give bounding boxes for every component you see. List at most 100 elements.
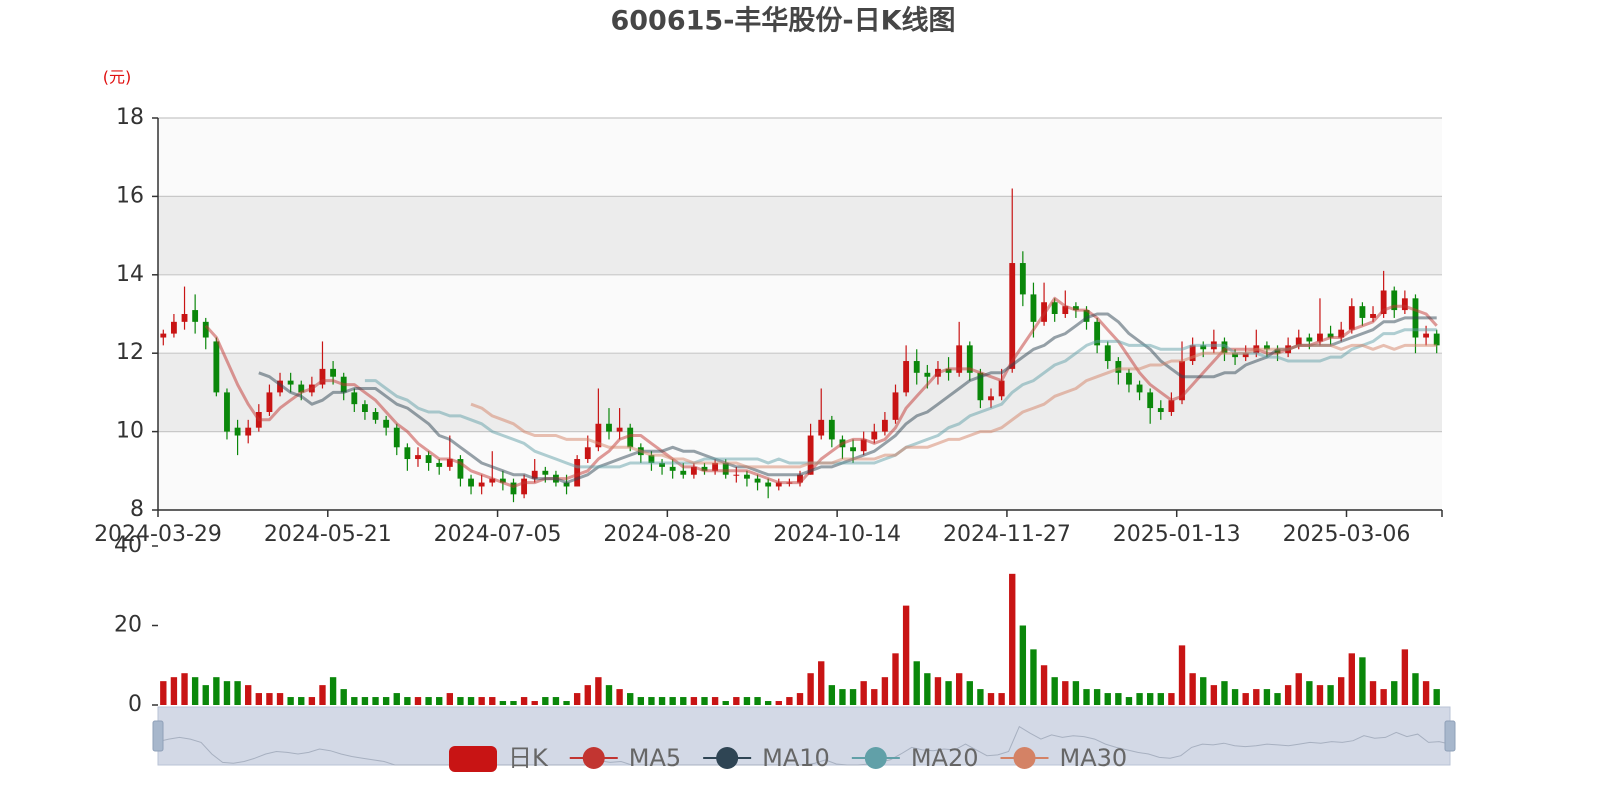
candle-body	[1147, 392, 1154, 409]
volume-bar	[828, 685, 836, 705]
y-tick-label: 40	[114, 533, 142, 558]
volume-bar	[902, 605, 910, 705]
candle-body	[245, 427, 252, 436]
candle-body	[966, 345, 973, 373]
volume-bar	[1093, 689, 1101, 705]
candle-body	[648, 455, 655, 463]
legend-icon	[716, 747, 739, 769]
volume-bar	[436, 697, 443, 705]
volume-bar	[1104, 693, 1111, 705]
candle-body	[945, 368, 952, 373]
candle-body	[903, 361, 910, 393]
candle-body	[606, 423, 612, 432]
ma-line	[470, 343, 1437, 469]
volume-bar	[245, 685, 252, 705]
candle-body	[850, 447, 856, 452]
candle-body	[457, 459, 464, 479]
zoom-handle	[152, 720, 164, 752]
candle-body	[733, 474, 740, 476]
volume-bar	[223, 681, 231, 705]
candle-body	[1189, 345, 1196, 362]
volume-bar	[1200, 677, 1207, 705]
candle-body	[1083, 310, 1090, 322]
candle-body	[372, 412, 379, 420]
volume-bar	[966, 681, 973, 705]
candle-body	[818, 419, 825, 436]
y-unit: (元)	[103, 68, 132, 87]
volume-bar	[329, 677, 337, 705]
candle-body	[531, 470, 538, 479]
y-tick-label: 10	[116, 419, 144, 444]
volume-bar	[807, 673, 814, 705]
candle-body	[1221, 341, 1228, 354]
volume-bar	[1125, 697, 1133, 705]
volume-bar	[796, 693, 804, 705]
legend-icon	[1013, 747, 1036, 769]
volume-bar	[584, 685, 591, 705]
volume-bar	[276, 693, 284, 705]
candle-body	[319, 368, 326, 385]
volume-bar	[924, 673, 931, 705]
volume-bar	[892, 653, 899, 705]
candle-body	[701, 466, 708, 471]
candle-body	[192, 310, 199, 322]
candle-body	[1157, 408, 1164, 412]
candle-body	[881, 419, 888, 432]
volume-bar	[818, 661, 825, 705]
volume-bar	[425, 697, 432, 705]
volume-bar	[446, 693, 454, 705]
candle-body	[775, 482, 782, 487]
volume-bar	[414, 697, 422, 705]
split-area	[158, 196, 1442, 275]
candle-body	[1242, 353, 1249, 358]
volume-bar	[1051, 677, 1058, 705]
legend-label: MA5	[629, 744, 681, 772]
x-tick-label: 2024-10-14	[773, 522, 901, 547]
x-tick-label: 2024-05-21	[264, 522, 392, 547]
candle-body	[1317, 333, 1323, 342]
volume-bar	[1009, 573, 1016, 705]
candle-body	[362, 404, 368, 412]
volume-bar	[510, 701, 517, 705]
candle-body	[298, 384, 305, 393]
volume-bar	[1157, 693, 1164, 705]
volume-bar	[1210, 685, 1218, 705]
volume-bar	[1253, 689, 1260, 705]
candle-body	[1433, 333, 1440, 346]
volume-bar	[520, 697, 528, 705]
volume-bar	[372, 697, 379, 705]
chart-title: 600615-丰华股份-日K线图	[610, 5, 955, 37]
volume-bar	[1062, 681, 1069, 705]
candle-body	[1104, 345, 1111, 362]
volume-bar	[287, 697, 294, 705]
legend-icon	[864, 747, 887, 769]
candle-body	[722, 462, 729, 475]
candle-body	[988, 396, 994, 401]
volume-bar	[234, 681, 241, 705]
ma-line	[258, 312, 1437, 485]
candle-body	[351, 392, 358, 405]
candle-body	[892, 392, 899, 420]
volume-bar	[542, 697, 549, 705]
volume-bar	[1380, 689, 1387, 705]
legend-icon	[449, 746, 497, 772]
candle-body	[1295, 337, 1302, 346]
legend-label: MA20	[911, 744, 979, 772]
candle-body	[499, 478, 506, 483]
legend-label: MA30	[1060, 744, 1128, 772]
volume-bar	[499, 701, 507, 705]
candle-body	[977, 372, 984, 401]
legend-icon	[582, 747, 605, 769]
volume-bar	[616, 689, 623, 705]
volume-bar	[478, 697, 485, 705]
candle-body	[330, 368, 337, 377]
x-tick-label: 2024-08-20	[603, 522, 731, 547]
volume-bar	[266, 693, 273, 705]
volume-bar	[1263, 689, 1271, 705]
candle-body	[1401, 298, 1408, 311]
volume-bar	[627, 693, 634, 705]
candle-body	[754, 478, 761, 483]
volume-bar	[871, 689, 878, 705]
volume-bar	[1115, 693, 1122, 705]
